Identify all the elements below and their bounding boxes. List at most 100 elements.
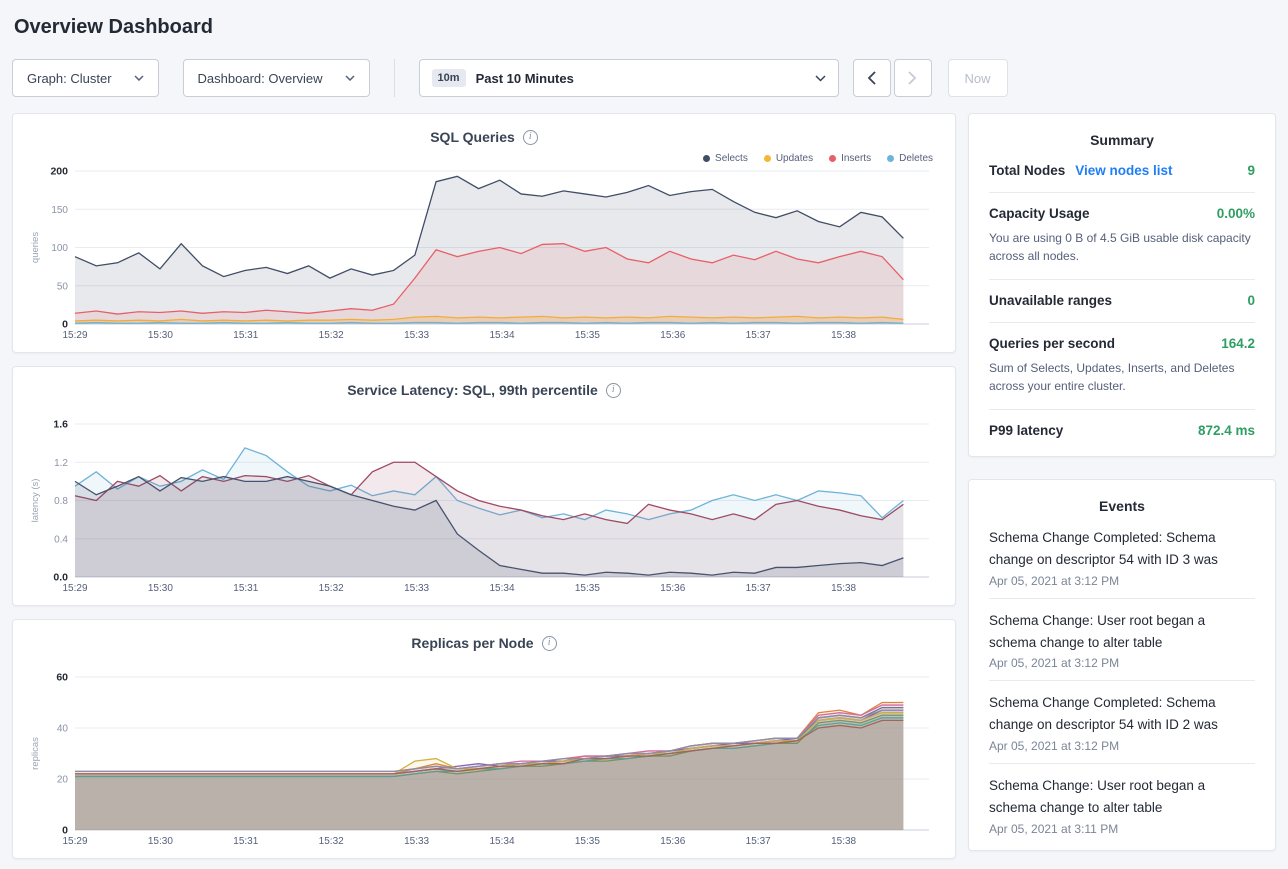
svg-text:150: 150 (51, 205, 68, 216)
svg-text:15:35: 15:35 (575, 583, 600, 594)
svg-text:50: 50 (57, 281, 69, 292)
replicas-per-node-plot[interactable]: 0 20 40 60 15:29 15:30 15:31 15:32 15:33 15:34 15:… (29, 671, 939, 850)
svg-text:0: 0 (62, 319, 68, 331)
event-timestamp: Apr 05, 2021 at 3:11 PM (989, 821, 1119, 836)
info-icon[interactable]: i (541, 635, 557, 651)
event-text: Schema Change Completed: Schema change o… (989, 530, 1218, 567)
time-next-button[interactable] (893, 59, 932, 97)
summary-label: P99 latency (989, 423, 1064, 438)
svg-text:15:36: 15:36 (660, 836, 685, 847)
legend-label: Inserts (841, 152, 872, 164)
toolbar-divider (393, 59, 395, 97)
summary-value: 0.00% (1216, 206, 1255, 221)
chart-svg: 0.0 0.4 0.8 1.2 1.6 15:29 15:30 15:31 15:32 15:33… (30, 419, 929, 594)
svg-text:15:32: 15:32 (319, 836, 344, 847)
chart-title: SQL Queries (430, 129, 515, 145)
legend-item[interactable]: Inserts (829, 151, 871, 165)
graph-dropdown-label: Graph: Cluster (27, 70, 112, 86)
svg-text:15:29: 15:29 (62, 583, 87, 594)
svg-text:15:37: 15:37 (746, 836, 771, 847)
sidebar: Summary Total Nodes View nodes list 9 Ca… (968, 113, 1276, 851)
time-range-picker[interactable]: 10m Past 10 Minutes (418, 59, 839, 97)
chart-title: Replicas per Node (411, 635, 534, 651)
summary-value: 9 (1247, 163, 1255, 178)
svg-text:15:33: 15:33 (404, 583, 429, 594)
svg-text:15:36: 15:36 (660, 330, 685, 341)
chevron-down-icon (134, 75, 144, 81)
summary-description: You are using 0 B of 4.5 GiB usable disk… (989, 231, 1251, 263)
svg-text:0.4: 0.4 (54, 534, 68, 545)
svg-text:15:35: 15:35 (575, 836, 600, 847)
svg-text:200: 200 (50, 166, 68, 178)
summary-card: Summary Total Nodes View nodes list 9 Ca… (968, 113, 1276, 457)
legend-item[interactable]: Selects (703, 151, 748, 165)
view-nodes-list-link[interactable]: View nodes list (1075, 163, 1173, 178)
svg-text:0.0: 0.0 (53, 572, 68, 584)
svg-text:100: 100 (51, 243, 68, 254)
chart-svg: 0 20 40 60 15:29 15:30 15:31 15:32 15:33 15:34 15:… (30, 672, 929, 847)
svg-text:1.6: 1.6 (53, 419, 68, 431)
svg-text:15:38: 15:38 (831, 583, 856, 594)
sql-queries-plot[interactable]: 0 50 100 150 200 15:29 15:30 15:31 15:32 15:33 15:… (29, 165, 939, 344)
dashboard-dropdown-label: Dashboard: Overview (197, 70, 323, 86)
replicas-per-node-chart-card: Replicas per Node i 0 20 40 60 15:29 15:30 15:… (12, 619, 956, 859)
svg-text:15:34: 15:34 (489, 836, 514, 847)
legend-label: Selects (715, 152, 748, 164)
summary-label: Capacity Usage (989, 206, 1090, 221)
event-item: Schema Change Completed: Schema change o… (989, 681, 1255, 765)
svg-text:latency (s): latency (s) (30, 479, 41, 523)
svg-text:15:33: 15:33 (404, 330, 429, 341)
chart-legend (35, 404, 933, 418)
time-range-label: Past 10 Minutes (475, 70, 574, 86)
time-prev-button[interactable] (852, 59, 891, 97)
summary-row-capacity-usage: Capacity Usage 0.00% You are using 0 B o… (989, 193, 1255, 280)
legend-dot-icon (887, 154, 895, 162)
chart-legend (35, 657, 933, 671)
svg-text:15:30: 15:30 (148, 836, 173, 847)
svg-text:15:36: 15:36 (660, 583, 685, 594)
svg-text:0: 0 (62, 825, 68, 837)
event-item: Schema Change: User root began a schema … (989, 764, 1255, 846)
svg-text:15:35: 15:35 (575, 330, 600, 341)
svg-text:15:29: 15:29 (62, 330, 87, 341)
chart-svg: 0 50 100 150 200 15:29 15:30 15:31 15:32 15:33 15:… (30, 166, 929, 341)
legend-item[interactable]: Deletes (887, 151, 933, 165)
page-title: Overview Dashboard (14, 16, 213, 38)
chevron-right-icon (908, 71, 917, 85)
svg-text:15:38: 15:38 (831, 836, 856, 847)
summary-value: 872.4 ms (1197, 423, 1255, 438)
events-card: Events Schema Change Completed: Schema c… (968, 479, 1276, 851)
events-title: Events (1099, 498, 1145, 514)
summary-row-p99-latency: P99 latency 872.4 ms (989, 410, 1255, 452)
chart-title: Service Latency: SQL, 99th percentile (347, 382, 598, 398)
svg-text:15:37: 15:37 (746, 330, 771, 341)
service-latency-plot[interactable]: 0.0 0.4 0.8 1.2 1.6 15:29 15:30 15:31 15:32 15:33… (29, 418, 939, 597)
dashboard-dropdown[interactable]: Dashboard: Overview (182, 59, 370, 97)
time-now-button[interactable]: Now (947, 59, 1008, 97)
event-text: Schema Change: User root began a schema … (989, 778, 1206, 816)
svg-text:15:30: 15:30 (148, 330, 173, 341)
event-timestamp: Apr 05, 2021 at 3:12 PM (989, 656, 1120, 671)
service-latency-chart-card: Service Latency: SQL, 99th percentile i … (12, 366, 956, 606)
event-timestamp: Apr 05, 2021 at 3:12 PM (989, 573, 1120, 588)
summary-title: Summary (1090, 132, 1154, 148)
summary-description: Sum of Selects, Updates, Inserts, and De… (989, 361, 1235, 393)
svg-text:20: 20 (57, 775, 69, 786)
event-timestamp: Apr 05, 2021 at 3:12 PM (989, 739, 1120, 754)
event-text: Schema Change Completed: Schema change o… (989, 695, 1218, 733)
chart-title-row: Service Latency: SQL, 99th percentile i (29, 379, 939, 401)
svg-text:15:34: 15:34 (489, 330, 514, 341)
svg-text:15:32: 15:32 (319, 330, 344, 341)
info-icon[interactable]: i (522, 129, 538, 145)
svg-text:15:31: 15:31 (233, 330, 258, 341)
summary-row-unavailable-ranges: Unavailable ranges 0 (989, 280, 1255, 323)
summary-label: Unavailable ranges (989, 293, 1113, 308)
time-range-badge: 10m (431, 69, 466, 87)
legend-item[interactable]: Updates (763, 151, 813, 165)
chevron-down-icon (815, 74, 826, 82)
sql-queries-chart-card: SQL Queries i Selects Updates Inserts Delet… (12, 113, 956, 353)
info-icon[interactable]: i (605, 382, 621, 398)
graph-dropdown[interactable]: Graph: Cluster (12, 59, 159, 97)
svg-text:queries: queries (30, 232, 41, 263)
